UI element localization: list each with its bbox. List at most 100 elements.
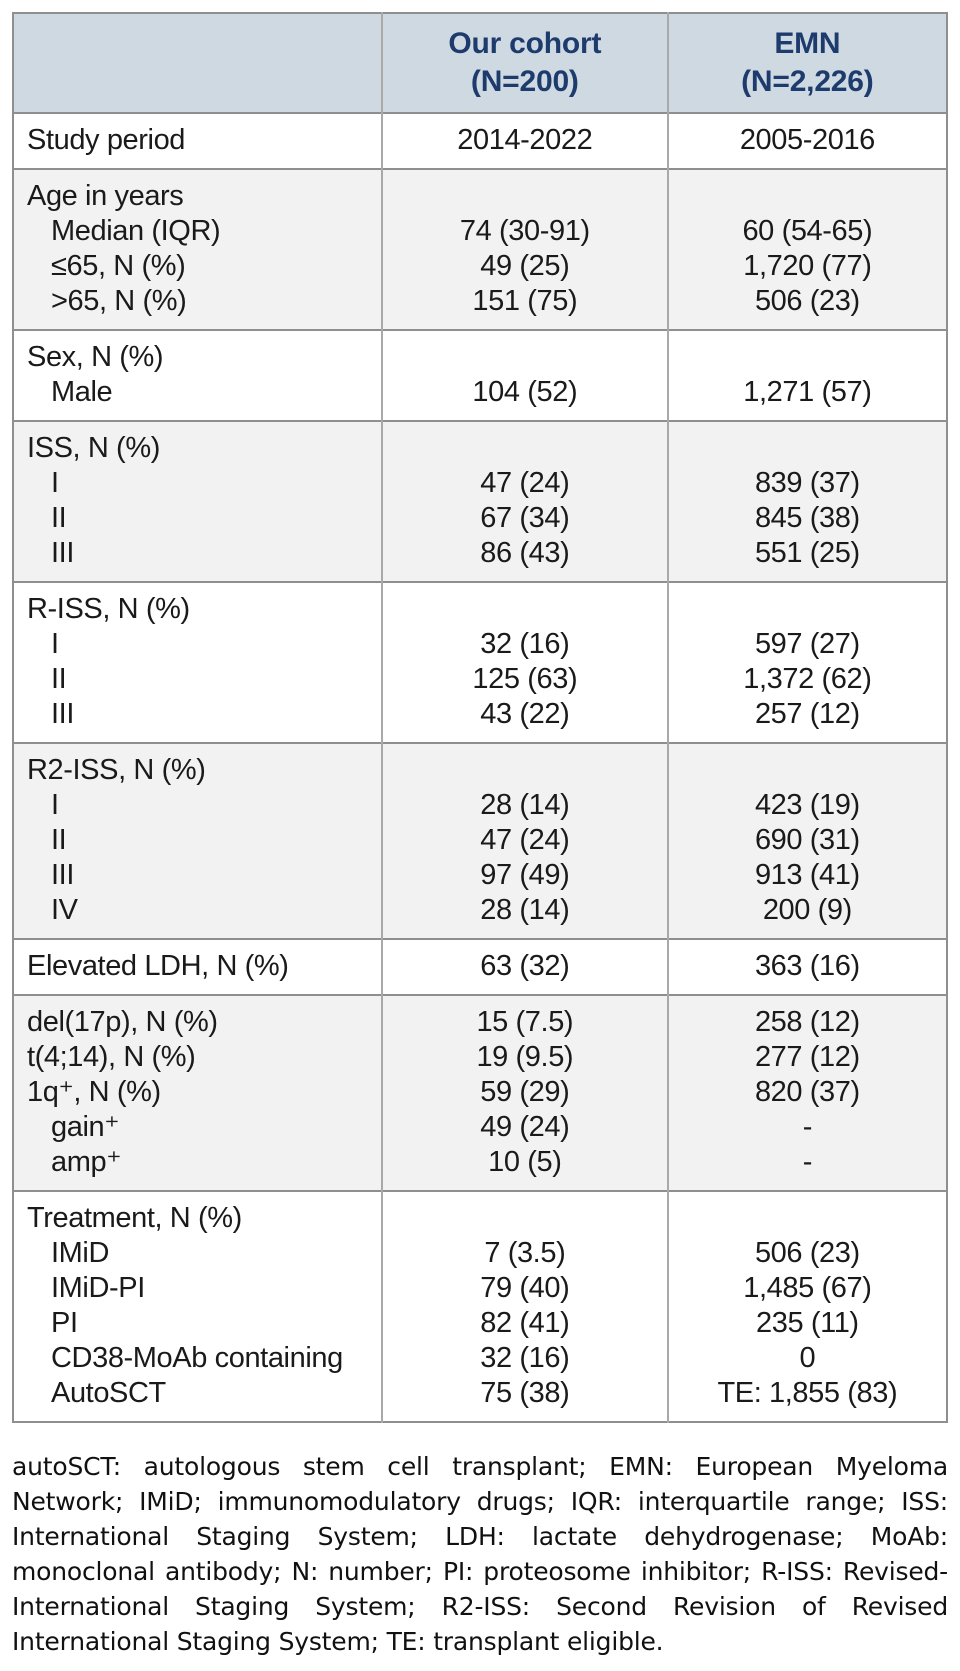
table-row: II 67 (34) 845 (38)	[13, 501, 947, 536]
header-emn-n: (N=2,226)	[741, 65, 874, 98]
row-label: Median (IQR)	[51, 215, 221, 247]
row-label: III	[51, 859, 74, 891]
header-row: Our cohort (N=200) EMN (N=2,226)	[13, 13, 947, 113]
table-row: R-ISS, N (%)	[13, 582, 947, 627]
our-cohort-value: 7 (3.5)	[380, 1236, 668, 1271]
row-label: >65, N (%)	[51, 285, 187, 317]
emn-value: 235 (11)	[666, 1306, 947, 1341]
table-row: ISS, N (%)	[13, 421, 947, 466]
table-row: III 43 (22) 257 (12)	[13, 697, 947, 743]
row-label: ≤65, N (%)	[51, 250, 186, 282]
emn-value: 551 (25)	[666, 536, 947, 582]
section-age: Age in years Median (IQR) 74 (30-91) 60 (54…	[13, 169, 947, 330]
header-emn-title: EMN	[774, 27, 841, 60]
table-row: PI 82 (41) 235 (11)	[13, 1306, 947, 1341]
row-label: III	[51, 698, 74, 730]
our-cohort-value	[380, 743, 668, 788]
table-row: 1q⁺, N (%) 59 (29) 820 (37)	[13, 1075, 947, 1110]
emn-value	[666, 582, 947, 627]
table-row: Male 104 (52) 1,271 (57)	[13, 375, 947, 421]
emn-value: -	[666, 1145, 947, 1191]
row-label: Age in years	[27, 180, 184, 212]
row-label: R2-ISS, N (%)	[27, 754, 206, 786]
emn-value: 506 (23)	[666, 284, 947, 330]
emn-value: 1,720 (77)	[666, 249, 947, 284]
our-cohort-value	[380, 1191, 668, 1236]
row-label: Study period	[27, 124, 186, 156]
emn-value: 839 (37)	[666, 466, 947, 501]
table-row: III 86 (43) 551 (25)	[13, 536, 947, 582]
row-label: PI	[51, 1307, 78, 1339]
row-label: Sex, N (%)	[27, 341, 164, 373]
emn-value: 277 (12)	[666, 1040, 947, 1075]
row-label: I	[51, 789, 59, 821]
emn-value: 1,271 (57)	[666, 375, 947, 421]
emn-value: 0	[666, 1341, 947, 1376]
table-row: Treatment, N (%)	[13, 1191, 947, 1236]
our-cohort-value: 49 (25)	[380, 249, 668, 284]
table-row: amp⁺ 10 (5) -	[13, 1145, 947, 1191]
table-row: II 125 (63) 1,372 (62)	[13, 662, 947, 697]
our-cohort-value	[380, 330, 668, 375]
emn-value	[666, 421, 947, 466]
row-label: gain⁺	[51, 1111, 120, 1143]
table-row: gain⁺ 49 (24) -	[13, 1110, 947, 1145]
table-row: IMiD 7 (3.5) 506 (23)	[13, 1236, 947, 1271]
table-row: II 47 (24) 690 (31)	[13, 823, 947, 858]
our-cohort-value: 49 (24)	[380, 1110, 668, 1145]
row-label: IV	[51, 894, 78, 926]
table-row: Median (IQR) 74 (30-91) 60 (54-65)	[13, 214, 947, 249]
emn-value: 258 (12)	[666, 995, 947, 1040]
our-cohort-value: 75 (38)	[380, 1376, 668, 1422]
our-cohort-value: 86 (43)	[380, 536, 668, 582]
row-label: Treatment, N (%)	[27, 1202, 242, 1234]
emn-value: 913 (41)	[666, 858, 947, 893]
table-row: III 97 (49) 913 (41)	[13, 858, 947, 893]
our-cohort-value: 2014-2022	[380, 113, 668, 169]
table-row: CD38-MoAb containing 32 (16) 0	[13, 1341, 947, 1376]
section-iss: ISS, N (%) I 47 (24) 839 (37) II 67 (34) 845 (…	[13, 421, 947, 582]
row-label: IMiD-PI	[51, 1272, 145, 1304]
emn-value: 690 (31)	[666, 823, 947, 858]
table-row: t(4;14), N (%) 19 (9.5) 277 (12)	[13, 1040, 947, 1075]
emn-value: 820 (37)	[666, 1075, 947, 1110]
row-label: del(17p), N (%)	[27, 1006, 218, 1038]
table-row: IMiD-PI 79 (40) 1,485 (67)	[13, 1271, 947, 1306]
table-row: Elevated LDH, N (%) 63 (32) 363 (16)	[13, 939, 947, 995]
row-label: I	[51, 467, 59, 499]
cohort-comparison-table: Our cohort (N=200) EMN (N=2,226) Study p…	[12, 12, 948, 1423]
emn-value: 423 (19)	[666, 788, 947, 823]
emn-value: 597 (27)	[666, 627, 947, 662]
our-cohort-value: 28 (14)	[380, 893, 668, 939]
our-cohort-value: 104 (52)	[380, 375, 668, 421]
row-label: R-ISS, N (%)	[27, 593, 190, 625]
section-treatment: Treatment, N (%) IMiD 7 (3.5) 506 (23) IMiD-…	[13, 1191, 947, 1422]
table-row: AutoSCT 75 (38) TE: 1,855 (83)	[13, 1376, 947, 1422]
section-ldh: Elevated LDH, N (%) 63 (32) 363 (16)	[13, 939, 947, 995]
emn-value: 257 (12)	[666, 697, 947, 743]
our-cohort-value: 47 (24)	[380, 823, 668, 858]
table-row: Age in years	[13, 169, 947, 214]
table-row: I 32 (16) 597 (27)	[13, 627, 947, 662]
our-cohort-value	[380, 169, 668, 214]
emn-value	[666, 169, 947, 214]
our-cohort-value: 82 (41)	[380, 1306, 668, 1341]
section-r-iss: R-ISS, N (%) I 32 (16) 597 (27) II 125 (63) 1,…	[13, 582, 947, 743]
our-cohort-value: 79 (40)	[380, 1271, 668, 1306]
row-label: AutoSCT	[51, 1377, 166, 1409]
our-cohort-value: 43 (22)	[380, 697, 668, 743]
our-cohort-value: 32 (16)	[380, 1341, 668, 1376]
our-cohort-value: 97 (49)	[380, 858, 668, 893]
table-row: del(17p), N (%) 15 (7.5) 258 (12)	[13, 995, 947, 1040]
emn-value: TE: 1,855 (83)	[666, 1376, 947, 1422]
row-label: II	[51, 824, 67, 856]
row-label: amp⁺	[51, 1146, 122, 1178]
our-cohort-value: 151 (75)	[380, 284, 668, 330]
row-label: I	[51, 628, 59, 660]
row-label: t(4;14), N (%)	[27, 1041, 196, 1073]
table-header: Our cohort (N=200) EMN (N=2,226)	[13, 13, 947, 113]
emn-value: 363 (16)	[666, 939, 947, 995]
section-r2-iss: R2-ISS, N (%) I 28 (14) 423 (19) II 47 (24) 69…	[13, 743, 947, 939]
our-cohort-value: 28 (14)	[380, 788, 668, 823]
